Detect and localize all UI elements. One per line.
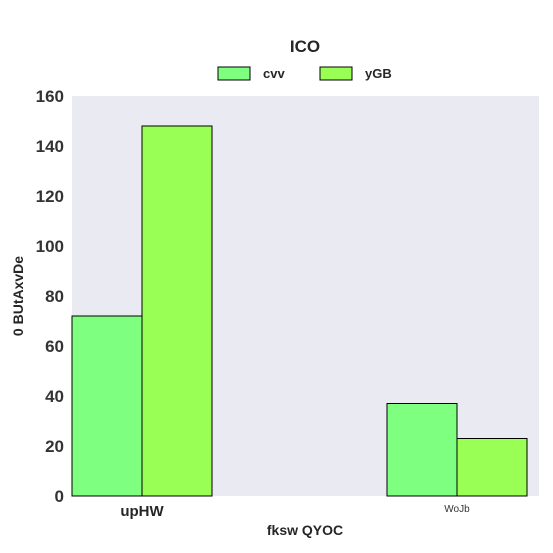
y-axis-ticks: 0 20 40 60 80 100 120 140 160 <box>36 87 64 506</box>
bar-cvv-uphw <box>71 315 143 497</box>
x-tick-label: upHW <box>120 503 164 520</box>
y-tick-label: 20 <box>45 437 64 456</box>
legend-label-cvv: cvv <box>263 66 285 81</box>
y-tick-label: 100 <box>36 237 64 256</box>
y-tick-label: 40 <box>45 387 64 406</box>
bar-cvv-wojb <box>386 403 458 497</box>
x-axis-ticks: upHW WoJb <box>120 503 470 520</box>
legend-swatch-cvv <box>217 66 251 81</box>
y-tick-label: 60 <box>45 337 64 356</box>
y-tick-label: 0 <box>55 487 64 506</box>
legend: cvv yGB <box>217 66 392 81</box>
x-tick-label: WoJb <box>444 504 470 515</box>
x-axis-label: fksw QYOC <box>267 522 343 538</box>
bar-ygb-wojb <box>456 438 528 497</box>
bar-ygb-uphw <box>141 125 213 497</box>
y-tick-label: 160 <box>36 87 64 106</box>
y-tick-label: 140 <box>36 137 64 156</box>
y-tick-label: 80 <box>45 287 64 306</box>
y-tick-label: 120 <box>36 187 64 206</box>
bars <box>71 125 528 497</box>
chart-title: ICO <box>290 37 320 56</box>
legend-label-ygb: yGB <box>365 66 392 81</box>
legend-swatch-ygb <box>319 66 353 81</box>
y-axis-label: 0 BUtAxvDe <box>10 256 26 336</box>
